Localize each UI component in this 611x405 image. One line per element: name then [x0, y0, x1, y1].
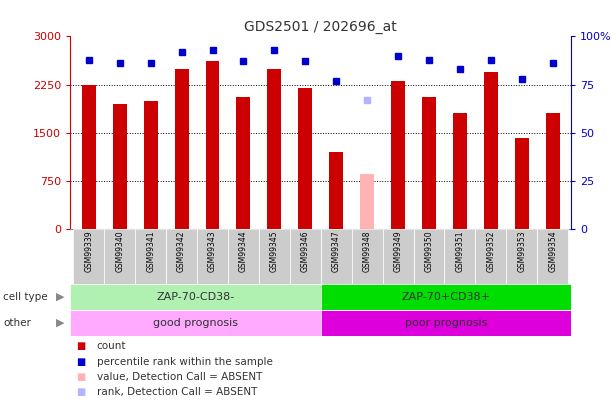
Text: GSM99342: GSM99342 — [177, 230, 186, 272]
Text: GSM99354: GSM99354 — [548, 230, 557, 272]
Bar — [546, 113, 560, 229]
Bar — [205, 61, 219, 229]
Bar — [414, 229, 444, 284]
Bar — [507, 229, 537, 284]
Text: ZAP-70+CD38+: ZAP-70+CD38+ — [401, 292, 491, 302]
Text: ■: ■ — [76, 341, 86, 351]
Bar — [73, 229, 104, 284]
Text: poor prognosis: poor prognosis — [405, 318, 487, 328]
Bar — [298, 88, 312, 229]
Bar — [382, 229, 414, 284]
Title: GDS2501 / 202696_at: GDS2501 / 202696_at — [244, 20, 397, 34]
Text: ▶: ▶ — [56, 318, 64, 328]
Text: GSM99344: GSM99344 — [239, 230, 248, 272]
Bar — [321, 229, 352, 284]
Text: ■: ■ — [76, 388, 86, 397]
Text: GSM99339: GSM99339 — [84, 230, 93, 272]
Bar — [484, 72, 498, 229]
Text: count: count — [97, 341, 126, 351]
Text: GSM99350: GSM99350 — [425, 230, 434, 272]
Bar — [453, 113, 467, 229]
Text: GSM99341: GSM99341 — [146, 230, 155, 272]
Text: percentile rank within the sample: percentile rank within the sample — [97, 357, 273, 367]
Bar — [259, 229, 290, 284]
Bar — [290, 229, 321, 284]
Bar — [321, 310, 571, 336]
Text: GSM99345: GSM99345 — [270, 230, 279, 272]
Bar — [236, 97, 251, 229]
Text: GSM99346: GSM99346 — [301, 230, 310, 272]
Bar — [475, 229, 507, 284]
Text: GSM99343: GSM99343 — [208, 230, 217, 272]
Text: ▶: ▶ — [56, 292, 64, 302]
Text: ■: ■ — [76, 357, 86, 367]
Bar — [515, 138, 529, 229]
Text: GSM99353: GSM99353 — [518, 230, 526, 272]
Text: cell type: cell type — [3, 292, 48, 302]
Text: ■: ■ — [76, 372, 86, 382]
Bar — [537, 229, 568, 284]
Bar — [422, 97, 436, 229]
Text: GSM99347: GSM99347 — [332, 230, 341, 272]
Text: other: other — [3, 318, 31, 328]
Bar — [70, 284, 321, 310]
Bar — [329, 152, 343, 229]
Bar — [321, 284, 571, 310]
Bar — [113, 104, 126, 229]
Text: rank, Detection Call = ABSENT: rank, Detection Call = ABSENT — [97, 388, 257, 397]
Text: good prognosis: good prognosis — [153, 318, 238, 328]
Text: GSM99349: GSM99349 — [393, 230, 403, 272]
Bar — [197, 229, 228, 284]
Bar — [444, 229, 475, 284]
Bar — [268, 68, 281, 229]
Bar — [70, 310, 321, 336]
Bar — [104, 229, 135, 284]
Bar — [135, 229, 166, 284]
Bar — [352, 229, 382, 284]
Bar — [175, 68, 189, 229]
Bar — [391, 81, 405, 229]
Text: ZAP-70-CD38-: ZAP-70-CD38- — [156, 292, 235, 302]
Bar — [82, 85, 96, 229]
Text: GSM99348: GSM99348 — [363, 230, 371, 272]
Text: GSM99340: GSM99340 — [115, 230, 124, 272]
Bar — [144, 100, 158, 229]
Text: GSM99352: GSM99352 — [486, 230, 496, 272]
Bar — [360, 174, 374, 229]
Text: GSM99351: GSM99351 — [455, 230, 464, 272]
Bar — [228, 229, 259, 284]
Bar — [166, 229, 197, 284]
Text: value, Detection Call = ABSENT: value, Detection Call = ABSENT — [97, 372, 262, 382]
